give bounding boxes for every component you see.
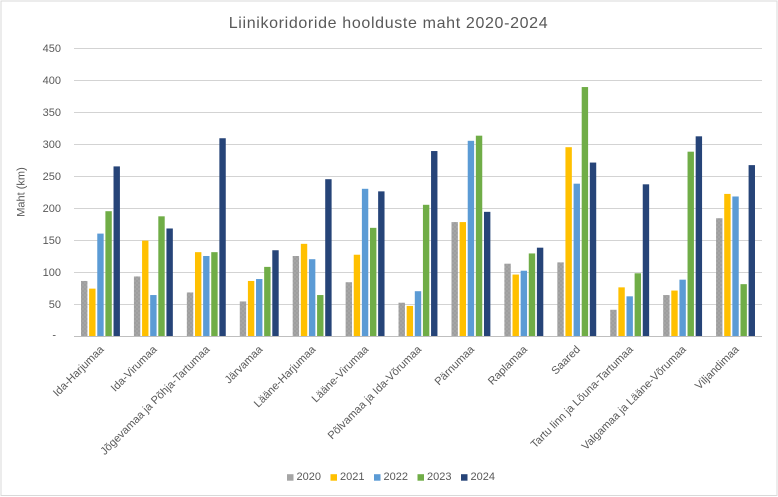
svg-text:350: 350 bbox=[43, 107, 61, 119]
svg-text:450: 450 bbox=[43, 43, 61, 55]
svg-text:2021: 2021 bbox=[340, 471, 364, 483]
svg-text:50: 50 bbox=[49, 299, 61, 311]
svg-text:2023: 2023 bbox=[427, 471, 451, 483]
svg-text:150: 150 bbox=[43, 235, 61, 247]
svg-text:200: 200 bbox=[43, 203, 61, 215]
svg-text:2020: 2020 bbox=[297, 471, 321, 483]
svg-text:2022: 2022 bbox=[384, 471, 408, 483]
svg-text:Maht (km): Maht (km) bbox=[16, 167, 28, 217]
svg-text:300: 300 bbox=[43, 139, 61, 151]
svg-text:Liinikoridoride hoolduste maht: Liinikoridoride hoolduste maht 2020-2024 bbox=[229, 15, 549, 32]
svg-text:-: - bbox=[52, 330, 56, 342]
svg-text:250: 250 bbox=[43, 171, 61, 183]
svg-text:400: 400 bbox=[43, 75, 61, 87]
svg-text:100: 100 bbox=[43, 267, 61, 279]
svg-text:2024: 2024 bbox=[471, 471, 495, 483]
